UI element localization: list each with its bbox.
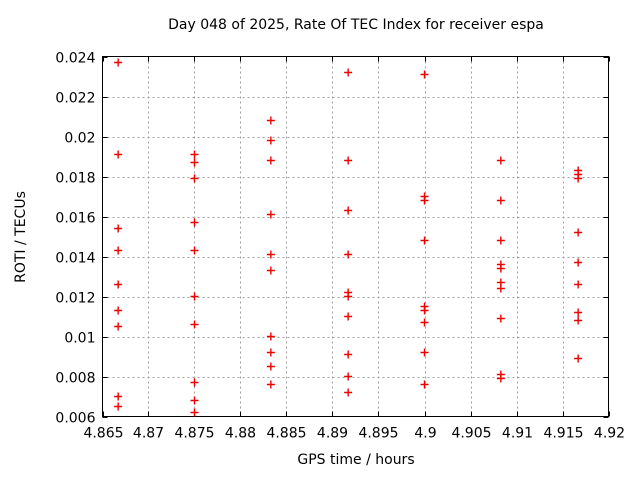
data-point-marker <box>574 258 583 267</box>
data-point-marker <box>496 236 505 245</box>
data-point-marker <box>190 174 199 183</box>
data-point-marker <box>190 218 199 227</box>
data-point-marker <box>344 68 353 77</box>
data-point-marker <box>344 292 353 301</box>
data-point-marker <box>266 250 275 259</box>
data-point-marker <box>266 116 275 125</box>
data-point-marker <box>114 150 123 159</box>
data-point-marker <box>344 206 353 215</box>
data-point-marker <box>344 372 353 381</box>
data-point-marker <box>266 266 275 275</box>
data-point-marker <box>344 250 353 259</box>
data-point-marker <box>190 378 199 387</box>
data-point-marker <box>266 362 275 371</box>
data-point-marker <box>114 246 123 255</box>
y-tick-label: 0.012 <box>55 291 95 307</box>
y-tick-label: 0.006 <box>55 411 95 427</box>
x-tick-label: 4.915 <box>543 426 583 442</box>
x-tick-label: 4.885 <box>266 426 306 442</box>
data-point-marker <box>496 374 505 383</box>
data-point-marker <box>496 314 505 323</box>
data-point-marker <box>420 318 429 327</box>
chart-title: Day 048 of 2025, Rate Of TEC Index for r… <box>168 17 544 33</box>
x-tick-label: 4.89 <box>317 426 348 442</box>
y-tick-label: 0.01 <box>64 331 95 347</box>
y-tick-label: 0.024 <box>55 51 95 67</box>
data-point-marker <box>114 392 123 401</box>
data-point-marker <box>190 150 199 159</box>
data-point-marker <box>266 348 275 357</box>
y-tick-label: 0.018 <box>55 171 95 187</box>
data-point-marker <box>114 58 123 67</box>
data-point-marker <box>114 306 123 315</box>
data-point-marker <box>266 136 275 145</box>
x-tick-label: 4.91 <box>502 426 533 442</box>
data-point-marker <box>420 348 429 357</box>
data-point-marker <box>574 308 583 317</box>
data-point-marker <box>344 388 353 397</box>
data-point-marker <box>190 158 199 167</box>
data-point-marker <box>190 408 199 417</box>
data-point-marker <box>574 174 583 183</box>
y-tick-label: 0.022 <box>55 91 95 107</box>
y-tick-label: 0.016 <box>55 211 95 227</box>
data-point-marker <box>344 312 353 321</box>
y-tick-label: 0.02 <box>64 131 95 147</box>
data-point-marker <box>420 236 429 245</box>
data-point-marker <box>190 246 199 255</box>
data-point-marker <box>190 292 199 301</box>
x-tick-label: 4.865 <box>83 426 123 442</box>
x-axis-title: GPS time / hours <box>297 452 415 468</box>
data-point-marker <box>266 380 275 389</box>
data-point-marker <box>190 396 199 405</box>
y-tick-label: 0.008 <box>55 371 95 387</box>
data-point-marker <box>420 70 429 79</box>
data-point-marker <box>344 350 353 359</box>
x-tick-label: 4.92 <box>594 426 625 442</box>
data-point-marker <box>420 380 429 389</box>
y-tick-label: 0.014 <box>55 251 95 267</box>
data-point-marker <box>574 316 583 325</box>
data-point-marker <box>266 156 275 165</box>
x-tick-label: 4.905 <box>451 426 491 442</box>
data-point-marker <box>574 228 583 237</box>
x-tick-label: 4.875 <box>174 426 214 442</box>
data-point-marker <box>496 264 505 273</box>
data-point-marker <box>496 196 505 205</box>
data-point-marker <box>114 224 123 233</box>
data-point-marker <box>496 284 505 293</box>
data-point-marker <box>496 156 505 165</box>
data-point-marker <box>574 280 583 289</box>
x-tick-label: 4.87 <box>133 426 164 442</box>
x-tick-label: 4.9 <box>414 426 436 442</box>
x-tick-label: 4.895 <box>358 426 398 442</box>
data-point-marker <box>266 210 275 219</box>
data-point-marker <box>420 196 429 205</box>
data-point-marker <box>114 280 123 289</box>
data-point-marker <box>420 306 429 315</box>
data-point-marker <box>266 332 275 341</box>
data-point-marker <box>574 354 583 363</box>
data-point-marker <box>114 402 123 411</box>
plot-border <box>102 56 609 417</box>
data-point-marker <box>190 320 199 329</box>
x-tick-label: 4.88 <box>225 426 256 442</box>
data-point-marker <box>344 156 353 165</box>
data-point-marker <box>114 322 123 331</box>
